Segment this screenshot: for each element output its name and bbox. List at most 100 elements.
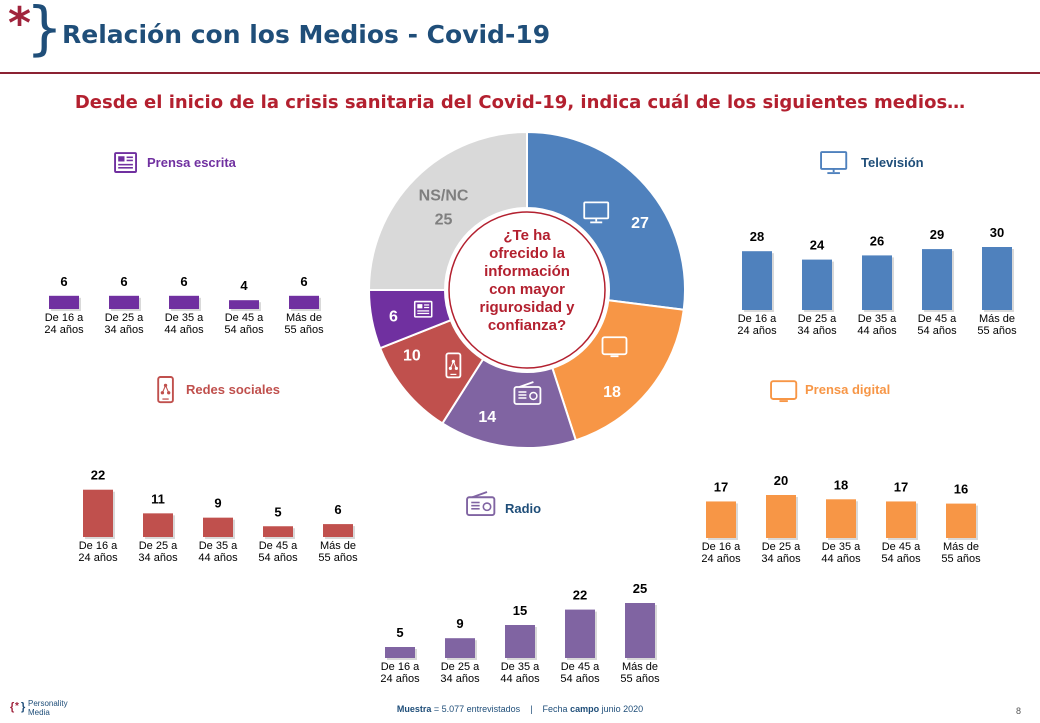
donut-slice-value: 25 [435,212,453,229]
bar [742,251,772,310]
bar-category-label: De 25 a [105,312,144,324]
section-label: Televisión [861,155,924,170]
section-label: Radio [505,501,541,516]
bar-category-label: Más de [979,313,1015,325]
bar-value-label: 6 [300,274,307,289]
bar-chart: Televisión 28 De 16 a24 años 24 De 25 a34 añ… [737,155,1017,337]
donut-center-text: información [484,263,570,280]
svg-text:}: } [21,701,26,713]
bar [706,501,736,538]
bar-category-label: 24 años [78,552,118,564]
bar-category-label: De 45 a [561,661,600,673]
bar [766,495,796,538]
donut-center-text: ofrecido la [489,245,566,262]
bar-value-label: 24 [810,238,825,253]
donut-slice [367,130,528,291]
radio-icon [513,381,542,405]
footer-fecha-value: junio 2020 [601,704,644,714]
title-divider [0,72,1040,74]
bar-chart: Redes sociales 22 De 16 a24 años 11 De 25 a3… [78,382,358,564]
bar-category-label: 55 años [318,552,358,564]
bar [886,501,916,538]
bar-value-label: 5 [274,504,281,519]
bar [263,526,293,537]
donut-slice-label: NS/NC [419,188,469,205]
footer-campo-label: campo [570,704,600,714]
bar-value-label: 6 [334,502,341,517]
page-number: 8 [1016,706,1022,716]
logo-brace: } [26,0,63,62]
donut-center-text: confianza? [488,317,566,334]
bar-category-label: De 16 a [738,313,777,325]
donut-slice-value: 18 [603,384,621,401]
section-label: Prensa escrita [147,155,237,170]
bar-value-label: 30 [990,225,1004,240]
bar-value-label: 17 [894,479,908,494]
bar-category-label: De 25 a [441,661,480,673]
bar-category-label: 55 años [620,673,660,685]
bar [946,503,976,538]
donut-center-text: con mayor [489,281,565,298]
smartphone-icon [157,376,174,404]
bar-category-label: 54 años [917,325,957,337]
radio-icon [466,491,496,517]
donut-center-text: ¿Te ha [503,227,551,244]
bar-value-label: 18 [834,477,848,492]
section-label: Prensa digital [805,382,890,397]
bar-category-label: De 35 a [501,661,540,673]
bar-category-label: 34 años [440,673,480,685]
bar [802,259,832,310]
bar [323,524,353,537]
bar [289,295,319,309]
bar [229,300,259,309]
bar-category-label: De 16 a [702,541,741,553]
bar [83,489,113,537]
donut-center-text: rigurosidad y [479,299,575,316]
footer-muestra-label: Muestra [396,704,432,714]
svg-text:{: { [10,701,15,713]
bar-category-label: De 25 a [139,540,178,552]
bar-category-label: Más de [320,540,356,552]
bar [862,255,892,310]
bar-category-label: De 25 a [798,313,837,325]
footer-logo-text-1: Personality [28,699,68,708]
donut-slice [551,299,685,442]
bar-value-label: 28 [750,229,764,244]
bar-category-label: De 16 a [381,661,420,673]
bar-category-label: De 35 a [822,541,861,553]
donut-slice-value: 6 [389,308,398,325]
bar-category-label: 54 años [560,673,600,685]
bar-category-label: 24 años [701,553,741,565]
bar-category-label: 44 años [857,325,897,337]
bar-value-label: 6 [180,274,187,289]
monitor-icon [770,380,798,403]
monitor-icon [601,336,628,358]
bar-value-label: 17 [714,479,728,494]
bar-category-label: 24 años [380,673,420,685]
bar-category-label: 24 años [737,325,777,337]
footer-muestra-value: = 5.077 entrevistados [433,704,521,714]
bar-value-label: 6 [60,274,67,289]
footer-fecha-label: Fecha [542,704,568,714]
bar-value-label: 20 [774,473,788,488]
bar-category-label: De 45 a [225,312,264,324]
bar [385,647,415,658]
donut-center [448,211,606,369]
bar-category-label: Más de [943,541,979,553]
newspaper-icon [114,152,137,173]
tv-icon [583,201,610,224]
bar [445,638,475,658]
bar [49,295,79,309]
bar-value-label: 25 [633,581,647,596]
bar-value-label: 5 [396,625,403,640]
bar [143,513,173,537]
bar-category-label: De 45 a [918,313,957,325]
bar-value-label: 22 [573,588,587,603]
bar-category-label: 34 años [797,325,837,337]
bar [505,625,535,658]
bar [625,603,655,658]
bar [203,517,233,537]
donut-slice-value: 14 [478,409,496,426]
bar-category-label: 55 años [284,324,324,336]
bar-category-label: De 25 a [762,541,801,553]
